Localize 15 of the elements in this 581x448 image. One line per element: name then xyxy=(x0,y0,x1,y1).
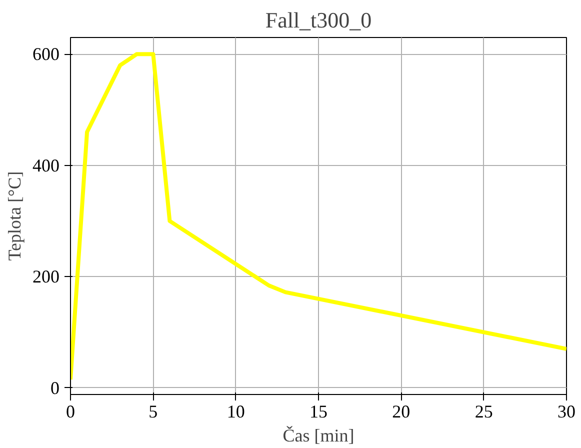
x-tick-label: 5 xyxy=(148,402,158,422)
y-tick-label: 0 xyxy=(50,378,60,398)
x-tick-label: 25 xyxy=(474,402,493,422)
y-tick-label: 400 xyxy=(32,155,60,176)
line-series xyxy=(70,52,566,382)
y-tick-label: 600 xyxy=(32,44,60,64)
x-tick-label: 30 xyxy=(558,402,576,422)
x-tick-label: 10 xyxy=(226,402,245,422)
x-tick-label: 20 xyxy=(392,402,410,422)
y-axis-title: Teplota [°C] xyxy=(4,171,24,261)
chart-title: Fall_t300_0 xyxy=(265,8,372,32)
x-tick-label: 0 xyxy=(66,402,75,422)
y-tick-label: 200 xyxy=(32,266,60,287)
x-axis-title: Čas [min] xyxy=(282,426,354,446)
x-tick-label: 15 xyxy=(310,402,328,422)
